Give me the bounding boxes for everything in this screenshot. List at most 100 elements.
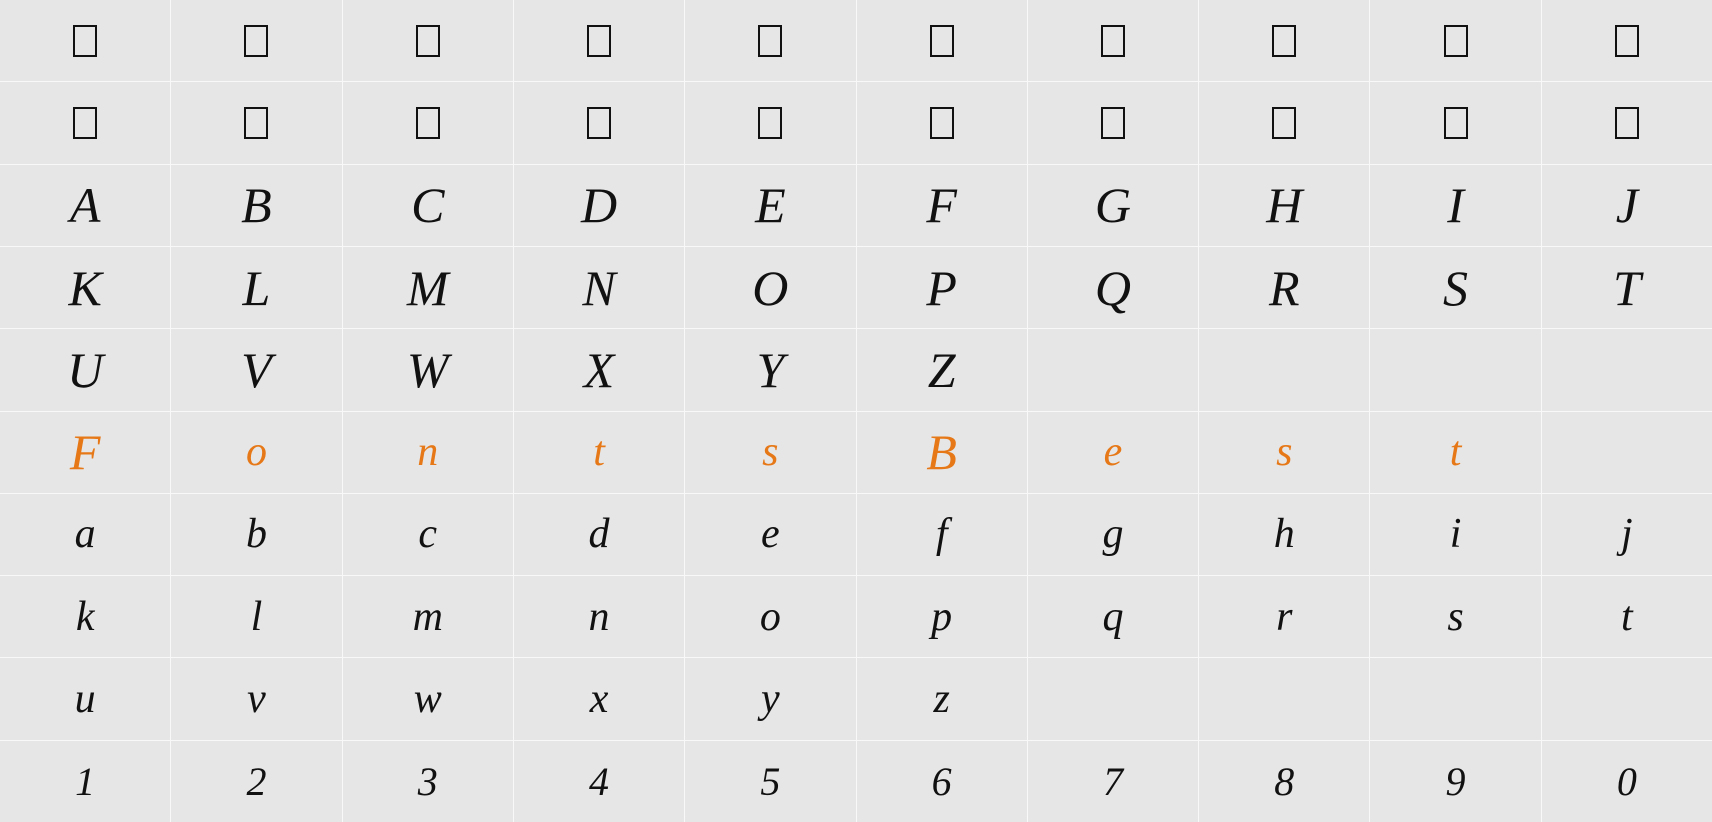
glyph-cell[interactable]	[514, 82, 684, 163]
glyph-cell[interactable]: 9	[1370, 741, 1540, 822]
glyph-cell[interactable]: l	[171, 576, 341, 657]
glyph-cell[interactable]: g	[1028, 494, 1198, 575]
glyph-cell[interactable]	[1542, 82, 1712, 163]
glyph-cell[interactable]	[1028, 0, 1198, 81]
glyph-cell[interactable]: O	[685, 247, 855, 328]
glyph-cell[interactable]	[685, 0, 855, 81]
glyph-cell[interactable]: m	[343, 576, 513, 657]
glyph-cell[interactable]: 8	[1199, 741, 1369, 822]
glyph-cell[interactable]: T	[1542, 247, 1712, 328]
glyph-cell[interactable]: e	[685, 494, 855, 575]
glyph-cell[interactable]: U	[0, 329, 170, 410]
glyph-cell[interactable]: 4	[514, 741, 684, 822]
glyph-cell[interactable]: 1	[0, 741, 170, 822]
glyph-cell[interactable]	[857, 0, 1027, 81]
glyph: 1	[75, 758, 95, 805]
glyph: J	[1616, 176, 1638, 234]
glyph-cell[interactable]: 5	[685, 741, 855, 822]
glyph-cell[interactable]: K	[0, 247, 170, 328]
glyph-cell[interactable]: u	[0, 658, 170, 739]
glyph-cell[interactable]: x	[514, 658, 684, 739]
glyph-cell[interactable]	[0, 82, 170, 163]
glyph-cell[interactable]: z	[857, 658, 1027, 739]
glyph-cell[interactable]: N	[514, 247, 684, 328]
glyph-cell[interactable]: Y	[685, 329, 855, 410]
glyph-cell[interactable]: t	[514, 412, 684, 493]
glyph-cell[interactable]: a	[0, 494, 170, 575]
glyph-cell[interactable]: G	[1028, 165, 1198, 246]
glyph-cell[interactable]: s	[685, 412, 855, 493]
glyph-cell[interactable]	[1028, 82, 1198, 163]
glyph-cell[interactable]: Z	[857, 329, 1027, 410]
glyph-cell[interactable]: 0	[1542, 741, 1712, 822]
glyph-cell[interactable]	[514, 0, 684, 81]
glyph-cell[interactable]: C	[343, 165, 513, 246]
glyph-cell[interactable]: R	[1199, 247, 1369, 328]
glyph-cell[interactable]: v	[171, 658, 341, 739]
glyph-cell[interactable]: y	[685, 658, 855, 739]
glyph-cell[interactable]: E	[685, 165, 855, 246]
glyph-cell[interactable]	[685, 82, 855, 163]
glyph-cell[interactable]	[0, 0, 170, 81]
glyph: D	[581, 176, 617, 234]
glyph-cell[interactable]: B	[857, 412, 1027, 493]
glyph-cell[interactable]: M	[343, 247, 513, 328]
glyph-cell[interactable]	[1199, 0, 1369, 81]
glyph-cell[interactable]: e	[1028, 412, 1198, 493]
glyph-cell[interactable]: A	[0, 165, 170, 246]
glyph-cell[interactable]: b	[171, 494, 341, 575]
glyph-cell[interactable]	[343, 0, 513, 81]
glyph-cell	[1199, 329, 1369, 410]
glyph-cell[interactable]	[1370, 0, 1540, 81]
glyph-cell[interactable]: D	[514, 165, 684, 246]
glyph-cell[interactable]: B	[171, 165, 341, 246]
glyph-cell[interactable]: f	[857, 494, 1027, 575]
glyph-cell[interactable]	[857, 82, 1027, 163]
glyph-cell[interactable]: i	[1370, 494, 1540, 575]
glyph: c	[418, 510, 437, 558]
glyph-cell[interactable]: Q	[1028, 247, 1198, 328]
glyph: p	[931, 593, 952, 641]
glyph-cell[interactable]: X	[514, 329, 684, 410]
glyph-cell[interactable]: o	[171, 412, 341, 493]
glyph-cell[interactable]: W	[343, 329, 513, 410]
glyph-cell[interactable]: P	[857, 247, 1027, 328]
glyph-cell[interactable]: 2	[171, 741, 341, 822]
glyph-cell[interactable]	[171, 82, 341, 163]
glyph-cell[interactable]: 3	[343, 741, 513, 822]
glyph-cell[interactable]	[1370, 82, 1540, 163]
glyph-cell[interactable]: 7	[1028, 741, 1198, 822]
glyph-cell[interactable]: L	[171, 247, 341, 328]
glyph-cell[interactable]: d	[514, 494, 684, 575]
glyph-cell[interactable]: n	[514, 576, 684, 657]
glyph-cell[interactable]: o	[685, 576, 855, 657]
glyph-cell[interactable]: V	[171, 329, 341, 410]
glyph-cell[interactable]: k	[0, 576, 170, 657]
glyph-cell[interactable]	[1199, 82, 1369, 163]
glyph-cell	[1542, 412, 1712, 493]
glyph-cell[interactable]: w	[343, 658, 513, 739]
glyph-cell[interactable]: n	[343, 412, 513, 493]
glyph-cell[interactable]	[343, 82, 513, 163]
glyph-cell[interactable]: j	[1542, 494, 1712, 575]
glyph-cell[interactable]: I	[1370, 165, 1540, 246]
glyph-cell[interactable]	[1542, 0, 1712, 81]
glyph-cell[interactable]: c	[343, 494, 513, 575]
glyph-cell[interactable]: t	[1542, 576, 1712, 657]
glyph-cell[interactable]	[171, 0, 341, 81]
glyph-cell	[1028, 658, 1198, 739]
glyph-cell[interactable]: F	[0, 412, 170, 493]
glyph-cell[interactable]: h	[1199, 494, 1369, 575]
glyph-cell[interactable]: F	[857, 165, 1027, 246]
glyph-cell[interactable]: H	[1199, 165, 1369, 246]
glyph-cell[interactable]: r	[1199, 576, 1369, 657]
glyph-cell[interactable]: q	[1028, 576, 1198, 657]
glyph-cell[interactable]: 6	[857, 741, 1027, 822]
glyph-cell[interactable]: S	[1370, 247, 1540, 328]
glyph-cell[interactable]: s	[1199, 412, 1369, 493]
glyph: m	[413, 593, 443, 641]
glyph-cell[interactable]: s	[1370, 576, 1540, 657]
glyph-cell[interactable]: J	[1542, 165, 1712, 246]
glyph-cell[interactable]: t	[1370, 412, 1540, 493]
glyph-cell[interactable]: p	[857, 576, 1027, 657]
